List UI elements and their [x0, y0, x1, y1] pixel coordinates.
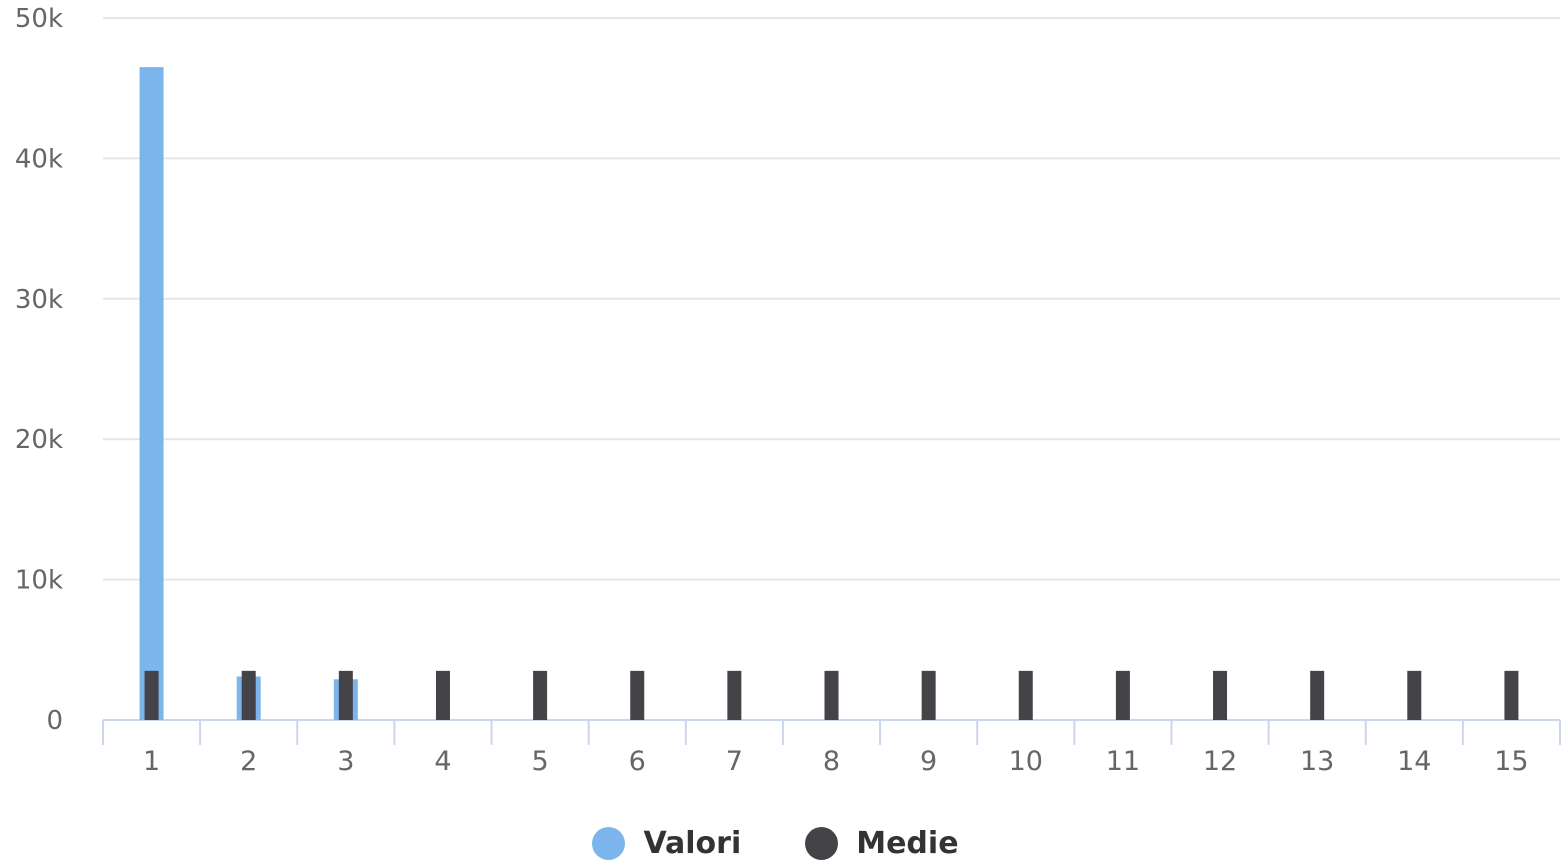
y-tick-label: 50k — [15, 4, 63, 34]
x-tick-label: 12 — [1203, 746, 1237, 777]
bar-medie-14[interactable] — [1407, 670, 1422, 720]
y-tick-label: 20k — [15, 425, 63, 455]
bar-medie-2[interactable] — [241, 670, 256, 720]
bar-medie-9[interactable] — [921, 670, 936, 720]
bar-medie-11[interactable] — [1115, 670, 1130, 720]
bar-medie-10[interactable] — [1018, 670, 1033, 720]
y-tick-label: 40k — [15, 144, 63, 174]
y-tick-label: 10k — [15, 566, 63, 596]
legend: Valori Medie — [0, 822, 1557, 864]
y-axis: 0 10k 20k 30k 40k 50k — [15, 4, 63, 736]
bar-medie-3[interactable] — [338, 670, 353, 720]
legend-label-valori: Valori — [643, 825, 742, 861]
bars — [139, 67, 1519, 720]
y-tick-label: 0 — [46, 706, 63, 736]
bar-medie-4[interactable] — [435, 670, 450, 720]
bar-medie-6[interactable] — [630, 670, 645, 720]
x-tick-label: 7 — [726, 746, 743, 777]
x-tick-label: 3 — [337, 746, 354, 777]
x-tick-label: 6 — [629, 746, 646, 777]
bar-medie-12[interactable] — [1213, 670, 1228, 720]
grid-lines — [103, 17, 1560, 581]
x-tick-label: 14 — [1397, 746, 1431, 777]
y-tick-label: 30k — [15, 285, 63, 315]
bar-medie-13[interactable] — [1310, 670, 1325, 720]
x-tick-label: 2 — [240, 746, 257, 777]
x-tick-label: 4 — [434, 746, 451, 777]
bar-valori-1[interactable] — [139, 67, 164, 720]
x-tick-label: 8 — [823, 746, 840, 777]
x-tick-label: 9 — [920, 746, 937, 777]
x-tick-label: 13 — [1300, 746, 1334, 777]
x-axis: 1 2 3 4 5 6 7 8 9 10 11 12 13 14 15 — [102, 719, 1561, 777]
bar-medie-1[interactable] — [144, 670, 159, 720]
bar-medie-15[interactable] — [1504, 670, 1519, 720]
legend-item-medie[interactable]: Medie — [805, 825, 959, 861]
legend-marker-medie — [805, 826, 839, 860]
x-tick-label: 10 — [1009, 746, 1043, 777]
bar-medie-7[interactable] — [727, 670, 742, 720]
legend-label-medie: Medie — [856, 825, 959, 861]
x-tick-label: 5 — [532, 746, 549, 777]
x-tick-label: 15 — [1494, 746, 1528, 777]
x-tick-label: 11 — [1106, 746, 1140, 777]
legend-item-valori[interactable]: Valori — [592, 826, 741, 861]
legend-marker-valori — [592, 826, 626, 860]
bar-medie-5[interactable] — [533, 670, 548, 720]
x-tick-label: 1 — [143, 746, 160, 777]
bar-medie-8[interactable] — [824, 670, 839, 720]
